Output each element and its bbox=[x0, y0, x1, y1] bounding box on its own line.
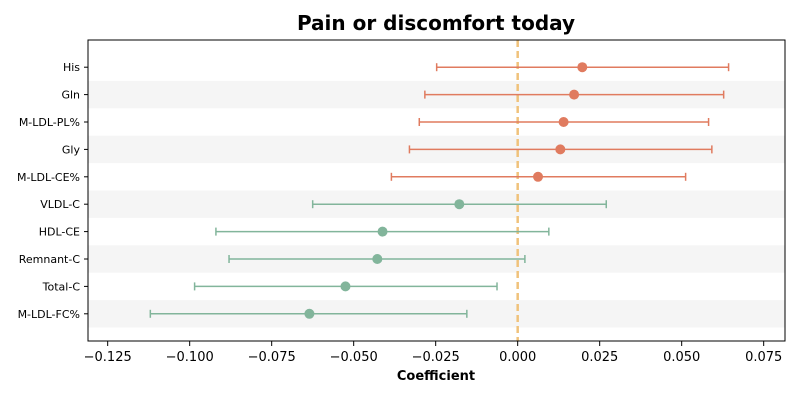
x-tick-label: 0.050 bbox=[663, 350, 700, 365]
coefficient-point bbox=[533, 171, 544, 182]
category-label: HDL-CE bbox=[39, 226, 80, 239]
coefficient-point bbox=[377, 226, 388, 237]
x-tick-label: 0.025 bbox=[581, 350, 618, 365]
category-label: Total-C bbox=[42, 280, 81, 293]
coefficient-point bbox=[558, 117, 569, 127]
x-tick-label: −0.050 bbox=[330, 350, 378, 365]
chart-title: Pain or discomfort today bbox=[297, 11, 575, 35]
y-axis: His Gln M-LDL-PL% Gly M-LDL-CE% VLDL-C HDL-CE R… bbox=[17, 61, 88, 321]
x-tick-label: 0.000 bbox=[499, 350, 536, 365]
x-axis: −0.125 −0.100 −0.075 −0.050 −0.025 0.000 0.025… bbox=[84, 341, 782, 365]
category-label: Gly bbox=[62, 143, 81, 156]
category-label: His bbox=[63, 61, 80, 74]
x-tick-label: −0.100 bbox=[166, 350, 214, 365]
category-label: Remnant-C bbox=[19, 253, 81, 266]
coefficient-point bbox=[454, 199, 465, 210]
category-label: M-LDL-FC% bbox=[18, 308, 80, 321]
plot-frame bbox=[87, 39, 786, 342]
x-tick-label: −0.125 bbox=[84, 350, 132, 365]
coefficient-point bbox=[372, 254, 383, 264]
x-tick-label: −0.025 bbox=[412, 350, 460, 365]
coefficient-point bbox=[555, 144, 566, 155]
category-label: M-LDL-CE% bbox=[17, 171, 80, 184]
coefficient-point bbox=[340, 281, 351, 292]
category-label: VLDL-C bbox=[40, 198, 80, 211]
x-tick-label: −0.075 bbox=[248, 350, 296, 365]
coefficient-point bbox=[569, 89, 580, 100]
coefficient-point bbox=[577, 62, 588, 73]
x-tick-label: 0.075 bbox=[745, 350, 782, 365]
category-label: Gln bbox=[61, 89, 80, 102]
coefficient-markers bbox=[304, 62, 588, 319]
coefficient-point bbox=[304, 308, 315, 319]
category-label: M-LDL-PL% bbox=[19, 116, 80, 129]
x-axis-label: Coefficient bbox=[397, 369, 475, 384]
